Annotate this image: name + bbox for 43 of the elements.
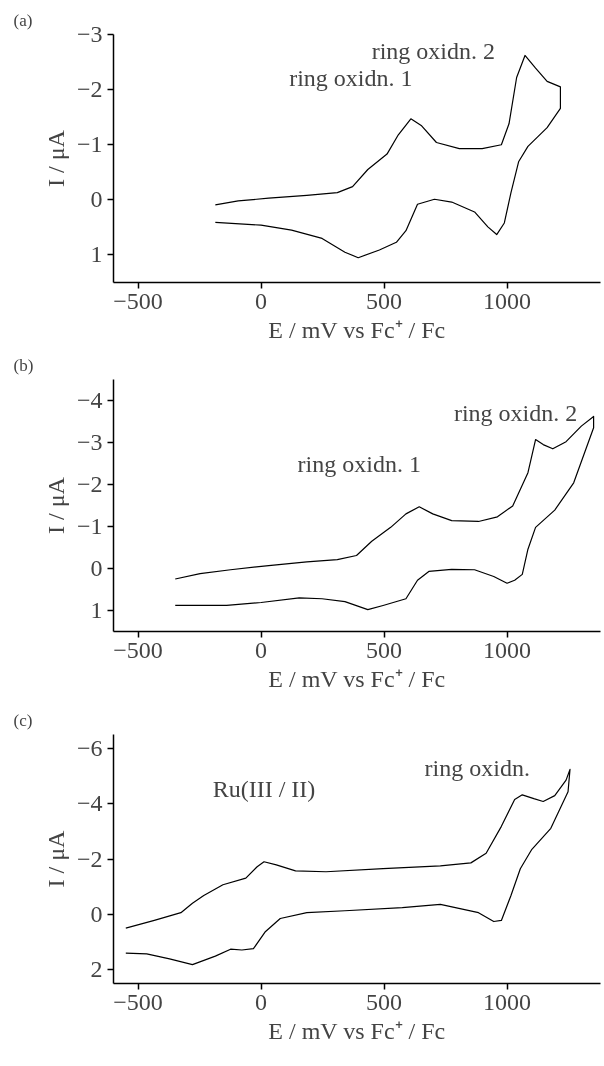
chart-title: (a) (13, 10, 33, 30)
y-tick-label: 2 (90, 956, 103, 983)
x-tick-label: 0 (255, 988, 268, 1015)
x-tick-label: 0 (255, 636, 268, 663)
y-axis-title: I / μA (42, 476, 69, 534)
y-tick-label: −3 (76, 21, 103, 47)
annotation: ring oxidn. (424, 754, 530, 781)
chart-title: (c) (13, 710, 33, 730)
annotation: ring oxidn. 2 (371, 38, 495, 65)
x-axis-title: E / mV vs Fc⁺ / Fc (268, 316, 446, 343)
y-tick-label: −2 (76, 76, 103, 103)
y-tick-label: −6 (76, 734, 103, 761)
x-tick-label: −500 (113, 636, 163, 663)
y-tick-label: −4 (76, 790, 103, 817)
annotation: ring oxidn. 1 (297, 450, 421, 477)
y-axis-title: I / μA (42, 129, 69, 187)
y-tick-label: −1 (76, 513, 103, 539)
x-tick-label: 500 (366, 287, 403, 314)
x-tick-label: 500 (366, 636, 403, 663)
y-tick-label: 1 (90, 241, 103, 268)
x-axis-title: E / mV vs Fc⁺ / Fc (268, 665, 446, 692)
y-tick-label: −2 (76, 471, 103, 497)
y-tick-label: −1 (76, 131, 103, 158)
y-tick-label: 1 (90, 597, 103, 623)
x-tick-label: 1000 (483, 636, 532, 663)
y-tick-label: −2 (76, 845, 103, 872)
annotation: ring oxidn. 1 (289, 64, 413, 91)
annotation: ring oxidn. 2 (453, 399, 578, 426)
x-axis-title: E / mV vs Fc⁺ / Fc (268, 1017, 446, 1044)
x-tick-label: 1000 (483, 287, 532, 314)
y-tick-label: −3 (76, 429, 103, 455)
x-tick-label: 1000 (483, 988, 532, 1015)
x-tick-label: −500 (113, 287, 163, 314)
y-tick-label: −4 (76, 387, 103, 413)
x-tick-label: 0 (255, 287, 268, 314)
annotation: Ru(III / II) (212, 775, 316, 802)
x-tick-label: 500 (366, 988, 403, 1015)
y-tick-label: 0 (90, 555, 103, 581)
y-tick-label: 0 (90, 900, 103, 927)
y-tick-label: 0 (90, 186, 103, 213)
x-tick-label: −500 (113, 988, 163, 1015)
y-axis-title: I / μA (42, 829, 69, 888)
chart-title: (b) (13, 355, 34, 375)
